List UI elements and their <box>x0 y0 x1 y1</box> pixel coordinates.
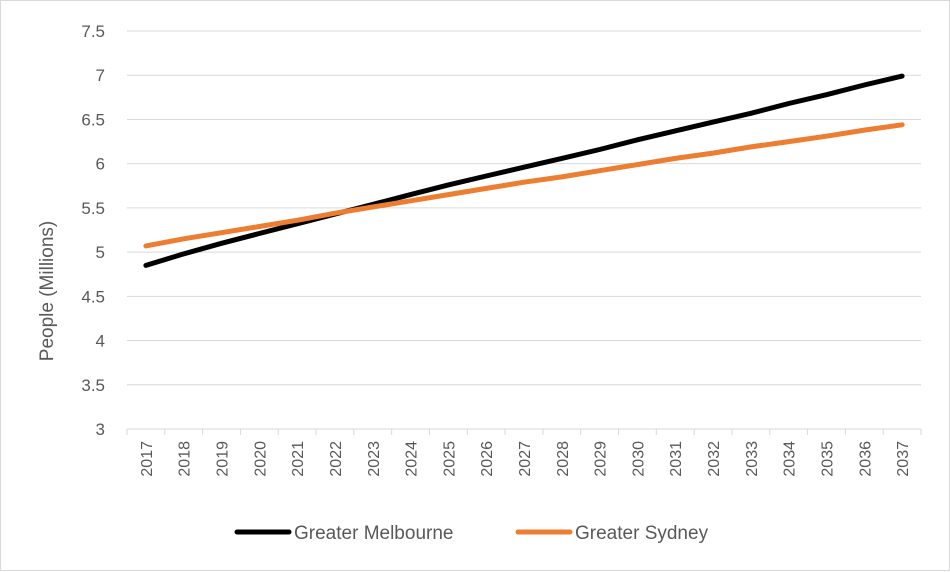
x-tick-label: 2030 <box>630 441 647 477</box>
y-tick-label: 3 <box>96 420 105 439</box>
y-tick-label: 4 <box>96 332 105 351</box>
x-tick-label: 2028 <box>555 441 572 477</box>
y-tick-label: 5 <box>96 243 105 262</box>
x-tick-label: 2035 <box>819 441 836 477</box>
y-tick-label: 3.5 <box>81 376 105 395</box>
gridlines <box>127 30 921 430</box>
series-lines <box>143 73 905 268</box>
y-axis-ticks: 3 3.5 4 4.5 5 5.5 6 6.5 7 7.5 <box>81 22 105 439</box>
x-tick-label: 2026 <box>479 441 496 477</box>
x-tick-label: 2023 <box>366 441 383 477</box>
legend-label-greater-sydney: Greater Sydney <box>575 523 709 544</box>
x-tick-label: 2024 <box>404 441 421 477</box>
x-tick-label: 2022 <box>328 441 345 477</box>
x-tick-label: 2027 <box>517 441 534 477</box>
y-tick-label: 6.5 <box>81 110 105 129</box>
x-tick-label: 2029 <box>593 441 610 477</box>
x-tick-label: 2036 <box>857 441 874 477</box>
x-tick-label: 2025 <box>441 441 458 477</box>
series-line-greater-melbourne <box>143 73 905 268</box>
x-tick-label: 2020 <box>252 441 269 477</box>
x-tick-label: 2033 <box>744 441 761 477</box>
y-tick-label: 6 <box>96 155 105 174</box>
y-axis-title: People (Millions) <box>37 221 58 361</box>
x-tick-label: 2017 <box>139 441 156 477</box>
x-tick-label: 2018 <box>177 441 194 477</box>
y-tick-label: 7.5 <box>81 22 105 41</box>
y-tick-label: 7 <box>96 66 105 85</box>
x-axis-ticks: 2017 2018 2019 2020 2021 2022 2023 2024 2025 2026… <box>126 429 922 477</box>
series-line-greater-sydney <box>143 122 905 249</box>
y-tick-label: 5.5 <box>81 199 105 218</box>
x-tick-label: 2019 <box>215 441 232 477</box>
x-tick-label: 2034 <box>782 441 799 477</box>
y-tick-label: 4.5 <box>81 287 105 306</box>
legend: Greater Melbourne Greater Sydney <box>234 523 709 544</box>
x-tick-label: 2037 <box>895 441 912 477</box>
x-tick-label: 2031 <box>668 441 685 477</box>
legend-label-greater-melbourne: Greater Melbourne <box>294 523 453 544</box>
x-tick-label: 2021 <box>290 441 307 477</box>
x-tick-label: 2032 <box>706 441 723 477</box>
